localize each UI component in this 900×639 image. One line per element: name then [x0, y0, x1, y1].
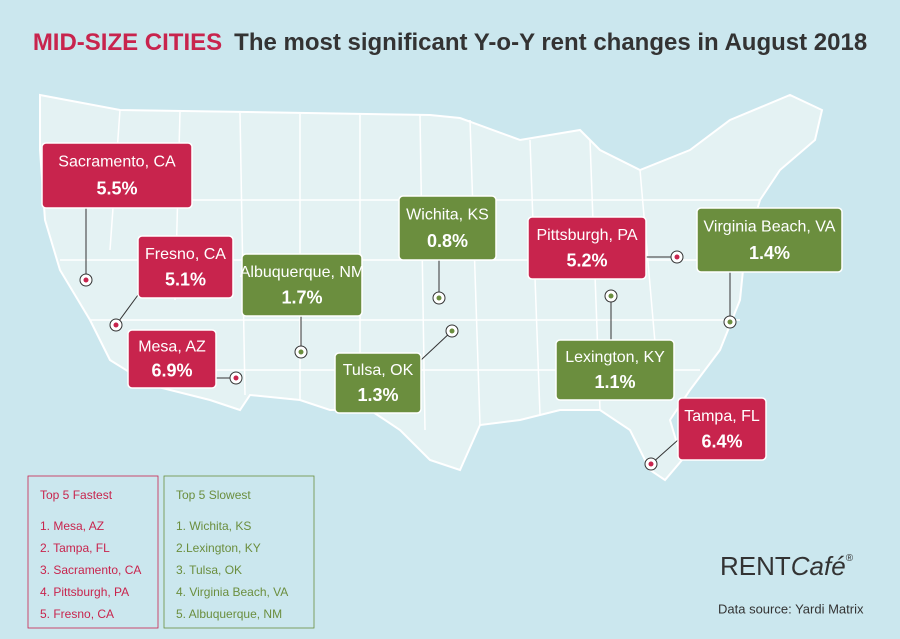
callout-box	[127, 329, 217, 389]
slowest-item: 3. Tulsa, OK	[176, 563, 242, 577]
fastest-item: 5. Fresno, CA	[40, 607, 114, 621]
callout-change: 0.8%	[427, 231, 468, 251]
callout-box	[696, 207, 843, 273]
callouts: Sacramento, CA 5.5% Fresno, CA 5.1% Mesa, AZ…	[41, 142, 843, 471]
fastest-item: 1. Mesa, AZ	[40, 519, 104, 533]
callout-city: Mesa, AZ	[138, 339, 206, 356]
slowest-item: 2.Lexington, KY	[176, 541, 261, 555]
callout-box	[527, 216, 647, 280]
callout-change: 1.4%	[749, 243, 790, 263]
city-marker-dot	[674, 254, 680, 260]
source: Data source: Yardi Matrix	[718, 601, 864, 616]
callout-city: Virginia Beach, VA	[704, 218, 836, 235]
logo: RENTCafé®	[720, 551, 854, 581]
callout-change: 1.3%	[357, 385, 398, 405]
city-marker-dot	[608, 293, 614, 299]
city-marker-dot	[113, 322, 119, 328]
title-highlight: MID-SIZE CITIES	[33, 29, 222, 56]
callout-change: 5.2%	[566, 250, 607, 270]
callout-city: Pittsburgh, PA	[536, 227, 637, 244]
fastest-box	[27, 475, 159, 629]
slowest-item: 4. Virginia Beach, VA	[176, 585, 288, 599]
callout-city: Fresno, CA	[145, 246, 226, 263]
callout-change: 1.1%	[594, 372, 635, 392]
city-marker-dot	[436, 295, 442, 301]
callout-box	[334, 352, 422, 414]
logo-mark: ®	[846, 553, 854, 564]
city-marker-dot	[648, 461, 654, 467]
city-marker-dot	[83, 277, 89, 283]
callout-box	[677, 397, 767, 461]
callout-city: Wichita, KS	[406, 206, 489, 223]
callout-city: Sacramento, CA	[58, 154, 176, 171]
callout-change: 6.4%	[701, 431, 742, 451]
callout-box	[241, 253, 363, 317]
callout-city: Albuquerque, NM	[240, 264, 365, 281]
fastest-item: 3. Sacramento, CA	[40, 563, 141, 577]
callout-city: Lexington, KY	[565, 349, 665, 366]
fastest-title: Top 5 Fastest	[40, 488, 113, 502]
fastest-item: 4. Pittsburgh, PA	[40, 585, 129, 599]
slowest-title: Top 5 Slowest	[176, 488, 251, 502]
lists: Top 5 Fastest 1. Mesa, AZ 2. Tampa, FL 3…	[27, 475, 315, 629]
callout-box	[41, 142, 193, 209]
callout-change: 6.9%	[151, 361, 192, 381]
slowest-item: 1. Wichita, KS	[176, 519, 251, 533]
callout-change: 5.1%	[165, 269, 206, 289]
city-marker-dot	[449, 328, 455, 334]
fastest-item: 2. Tampa, FL	[40, 541, 110, 555]
slowest-box	[163, 475, 315, 629]
callout-box	[555, 339, 675, 401]
callout-city: Tampa, FL	[684, 408, 760, 425]
callout-box	[137, 235, 234, 299]
title-text: The most significant Y-o-Y rent changes …	[234, 29, 867, 56]
logo-brand: RENT	[720, 551, 791, 581]
leader-line	[420, 330, 453, 361]
callout-city: Tulsa, OK	[343, 362, 414, 379]
callout-change: 5.5%	[96, 179, 137, 199]
city-marker-dot	[233, 375, 239, 381]
slowest-item: 5. Albuquerque, NM	[176, 607, 282, 621]
city-marker-dot	[298, 349, 304, 355]
city-marker-dot	[727, 319, 733, 325]
logo-script: Café	[791, 551, 846, 581]
callout-change: 1.7%	[281, 287, 322, 307]
title: MID-SIZE CITIES The most significant Y-o-…	[33, 29, 867, 56]
callout-box	[398, 195, 497, 261]
